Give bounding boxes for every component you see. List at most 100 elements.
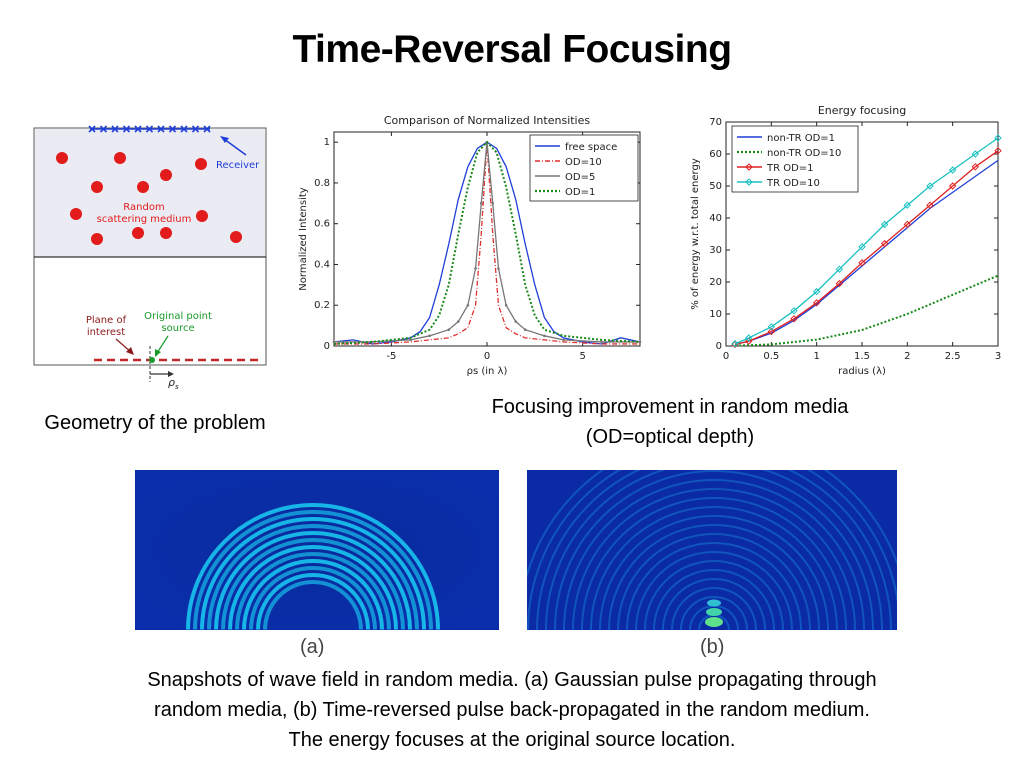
geometry-diagram: Receiver Random scattering medium Plane … bbox=[33, 125, 267, 390]
snapshot-a-label: (a) bbox=[300, 636, 325, 658]
x-tick-label: 0.5 bbox=[763, 351, 779, 362]
series-point bbox=[767, 327, 776, 336]
series-point bbox=[994, 147, 1002, 155]
legend-marker bbox=[745, 178, 753, 186]
legend-label: OD=10 bbox=[565, 157, 602, 168]
wavefront-ring bbox=[186, 503, 440, 630]
series-line bbox=[734, 150, 999, 346]
y-tick-label: 50 bbox=[709, 181, 722, 192]
wavefront-ring bbox=[242, 559, 384, 630]
plane-label-2: interest bbox=[87, 327, 125, 338]
x-axis-label: ρs (in λ) bbox=[467, 366, 508, 377]
series-point bbox=[744, 334, 753, 342]
wavefront-ring bbox=[263, 580, 363, 630]
snapshots-caption-line2: random media, (b) Time-reversed pulse ba… bbox=[154, 699, 870, 721]
medium-label-1: Random bbox=[123, 202, 164, 213]
legend-label: TR OD=10 bbox=[766, 178, 820, 189]
wavefront-ring bbox=[228, 545, 398, 630]
backprop-ring bbox=[527, 470, 897, 579]
series-point bbox=[926, 201, 934, 209]
y-tick-label: 0.4 bbox=[314, 259, 330, 270]
backprop-ring bbox=[635, 551, 793, 630]
series-point bbox=[466, 303, 470, 307]
y-tick-label: 0 bbox=[324, 341, 330, 352]
focus-spot bbox=[705, 599, 723, 627]
receiver-array bbox=[88, 125, 211, 133]
series-point bbox=[835, 265, 844, 273]
plane-label-1: Plane of bbox=[86, 315, 127, 326]
series-point bbox=[835, 279, 844, 288]
x-tick-label: 0 bbox=[723, 351, 729, 362]
legend-label: OD=1 bbox=[565, 187, 595, 198]
wavefront-ring bbox=[193, 510, 433, 630]
point-source bbox=[149, 357, 155, 363]
series-point bbox=[474, 267, 477, 270]
scatterers bbox=[56, 152, 242, 245]
series-point bbox=[948, 182, 957, 190]
backprop-ring bbox=[554, 470, 874, 630]
wavefront-ring bbox=[256, 573, 370, 630]
wavefront-ring bbox=[235, 552, 391, 630]
x-tick-label: 1 bbox=[813, 351, 819, 362]
y-tick-label: 70 bbox=[709, 117, 722, 128]
series-point bbox=[504, 303, 508, 307]
series-line bbox=[734, 137, 999, 345]
legend-label: TR OD=1 bbox=[766, 163, 814, 174]
scattering-region bbox=[35, 129, 265, 257]
series-point bbox=[744, 337, 753, 345]
chart-title: Energy focusing bbox=[818, 104, 906, 117]
series-point bbox=[447, 328, 451, 331]
y-axis-label: % of energy w.r.t. total energy bbox=[690, 158, 701, 310]
series-point bbox=[812, 287, 821, 296]
series-point bbox=[479, 202, 483, 205]
series-point bbox=[562, 338, 565, 342]
backprop-ring bbox=[626, 542, 802, 630]
source-label-2: source bbox=[161, 323, 194, 334]
series-point bbox=[994, 134, 1002, 142]
backprop-ring bbox=[599, 515, 829, 630]
wavefront-ring bbox=[200, 517, 426, 630]
y-tick-label: 30 bbox=[709, 245, 722, 256]
y-tick-label: 0.8 bbox=[314, 178, 330, 189]
rho-label: ρs bbox=[168, 376, 179, 390]
series-point bbox=[523, 328, 527, 331]
wavefront-ring bbox=[221, 538, 405, 630]
legend-marker bbox=[745, 163, 753, 171]
series-point bbox=[790, 315, 798, 323]
wavefront-ring bbox=[249, 566, 377, 630]
backprop-ring bbox=[536, 470, 892, 630]
snapshots-caption-line1: Snapshots of wave field in random media.… bbox=[147, 669, 877, 691]
series-point bbox=[514, 320, 517, 323]
legend-label: free space bbox=[565, 142, 617, 153]
x-tick-label: -5 bbox=[386, 351, 396, 362]
backprop-ring bbox=[644, 560, 784, 630]
x-tick-label: 1.5 bbox=[854, 351, 870, 362]
series-point bbox=[497, 267, 500, 270]
slide-title: Time-Reversal Focusing bbox=[292, 28, 732, 71]
x-tick-label: 3 bbox=[995, 351, 1001, 362]
series-point bbox=[638, 340, 642, 344]
series-point bbox=[731, 340, 739, 348]
series-point bbox=[903, 220, 912, 229]
backprop-ring bbox=[590, 506, 838, 630]
series-point bbox=[880, 220, 889, 229]
series-point bbox=[858, 259, 866, 267]
snapshot-b-label: (b) bbox=[700, 636, 725, 658]
focusing-caption-line1: Focusing improvement in random media bbox=[491, 396, 849, 418]
series-point bbox=[880, 239, 889, 248]
series-point bbox=[428, 334, 431, 338]
backprop-ring bbox=[617, 533, 811, 630]
focusing-caption: Focusing improvement in random media (OD… bbox=[420, 392, 920, 452]
series-point bbox=[409, 338, 412, 342]
y-tick-label: 20 bbox=[709, 277, 722, 288]
snapshots-caption-line3: The energy focuses at the original sourc… bbox=[288, 729, 736, 751]
backprop-ring bbox=[680, 596, 748, 630]
series-point bbox=[948, 166, 957, 174]
chart-title: Comparison of Normalized Intensities bbox=[384, 114, 591, 127]
y-tick-label: 1 bbox=[324, 137, 330, 148]
x-tick-label: 5 bbox=[579, 351, 585, 362]
y-tick-label: 0 bbox=[716, 341, 722, 352]
legend-label: non-TR OD=10 bbox=[767, 148, 841, 159]
legend-label: OD=5 bbox=[565, 172, 595, 183]
snapshot-a bbox=[135, 470, 499, 630]
